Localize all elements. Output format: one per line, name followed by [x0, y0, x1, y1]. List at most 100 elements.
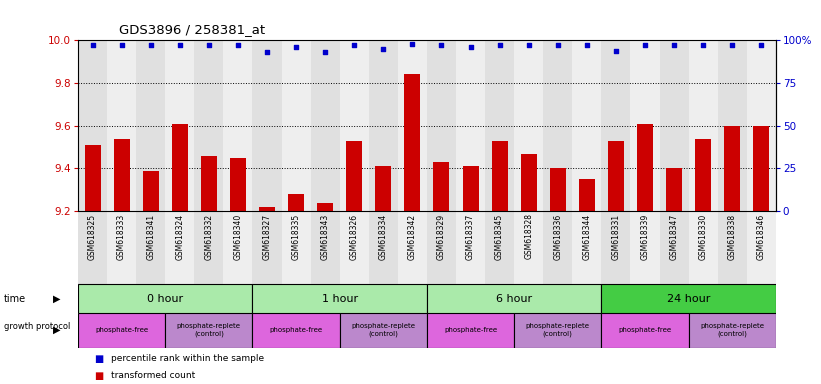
Bar	[201, 156, 217, 211]
Bar	[195, 40, 223, 211]
Bar	[369, 40, 398, 211]
Text: percentile rank within the sample: percentile rank within the sample	[111, 354, 264, 363]
Bar	[282, 211, 310, 284]
Text: transformed count: transformed count	[111, 371, 195, 380]
Text: phosphate-free: phosphate-free	[444, 327, 497, 333]
Bar	[514, 313, 601, 348]
Bar	[631, 211, 659, 284]
Point	[144, 42, 158, 48]
Bar	[544, 211, 572, 284]
Point	[232, 42, 245, 48]
Text: GSM618340: GSM618340	[233, 214, 242, 260]
Text: phosphate-replete
(control): phosphate-replete (control)	[177, 323, 241, 337]
Bar	[754, 126, 769, 211]
Bar	[485, 40, 514, 211]
Bar	[456, 211, 485, 284]
Bar	[608, 141, 624, 211]
Bar	[718, 40, 747, 211]
Bar	[514, 211, 544, 284]
Text: 6 hour: 6 hour	[496, 293, 532, 304]
Bar	[689, 40, 718, 211]
Bar	[136, 40, 165, 211]
Bar	[659, 40, 689, 211]
Point	[667, 42, 681, 48]
Bar	[195, 211, 223, 284]
Point	[202, 42, 215, 48]
Bar	[288, 194, 304, 211]
Point	[639, 42, 652, 48]
Bar	[369, 211, 398, 284]
Bar	[456, 40, 485, 211]
Bar	[579, 179, 595, 211]
Bar	[78, 211, 107, 284]
Bar	[544, 40, 572, 211]
Bar	[107, 211, 136, 284]
Bar	[666, 169, 682, 211]
Bar	[398, 211, 427, 284]
Point	[464, 44, 477, 50]
Bar	[724, 126, 741, 211]
Text: phosphate-replete
(control): phosphate-replete (control)	[700, 323, 764, 337]
Bar	[223, 211, 253, 284]
Text: GSM618327: GSM618327	[263, 214, 272, 260]
Text: GSM618337: GSM618337	[466, 214, 475, 260]
Point	[347, 42, 360, 48]
Bar	[572, 40, 601, 211]
Point	[551, 42, 564, 48]
Bar	[85, 145, 100, 211]
Bar	[427, 40, 456, 211]
Bar	[317, 203, 333, 211]
Bar	[572, 211, 601, 284]
Text: GSM618326: GSM618326	[350, 214, 359, 260]
Bar	[346, 141, 362, 211]
Text: phosphate-replete
(control): phosphate-replete (control)	[525, 323, 589, 337]
Point	[726, 42, 739, 48]
Bar	[689, 313, 776, 348]
Text: GSM618342: GSM618342	[408, 214, 417, 260]
Text: ▶: ▶	[53, 325, 61, 335]
Text: GSM618333: GSM618333	[117, 214, 126, 260]
Text: GSM618343: GSM618343	[321, 214, 330, 260]
Text: GSM618341: GSM618341	[146, 214, 155, 260]
Bar	[340, 211, 369, 284]
Text: GSM618344: GSM618344	[582, 214, 591, 260]
Bar	[165, 40, 195, 211]
Bar	[514, 40, 544, 211]
Bar	[310, 40, 340, 211]
Text: GSM618336: GSM618336	[553, 214, 562, 260]
Text: GSM618331: GSM618331	[612, 214, 621, 260]
Bar	[747, 40, 776, 211]
Text: 24 hour: 24 hour	[667, 293, 710, 304]
Point	[435, 42, 448, 48]
Bar	[405, 74, 420, 211]
Bar	[427, 284, 601, 313]
Bar	[601, 211, 631, 284]
Bar	[143, 170, 158, 211]
Bar	[485, 211, 514, 284]
Text: GSM618347: GSM618347	[670, 214, 679, 260]
Bar	[521, 154, 537, 211]
Point	[406, 41, 419, 47]
Point	[522, 42, 535, 48]
Text: GSM618335: GSM618335	[291, 214, 300, 260]
Bar	[172, 124, 188, 211]
Bar	[462, 166, 479, 211]
Bar	[165, 211, 195, 284]
Bar	[136, 211, 165, 284]
Point	[696, 42, 709, 48]
Text: GSM618324: GSM618324	[175, 214, 184, 260]
Bar	[427, 211, 456, 284]
Point	[173, 42, 186, 48]
Point	[580, 42, 594, 48]
Bar	[78, 284, 253, 313]
Bar	[253, 313, 340, 348]
Text: time: time	[4, 293, 26, 304]
Point	[290, 44, 303, 50]
Text: GSM618328: GSM618328	[524, 214, 533, 259]
Text: GDS3896 / 258381_at: GDS3896 / 258381_at	[119, 23, 265, 36]
Text: GSM618338: GSM618338	[727, 214, 736, 260]
Text: GSM618339: GSM618339	[640, 214, 649, 260]
Bar	[398, 40, 427, 211]
Text: growth protocol: growth protocol	[4, 322, 71, 331]
Text: ■: ■	[94, 354, 103, 364]
